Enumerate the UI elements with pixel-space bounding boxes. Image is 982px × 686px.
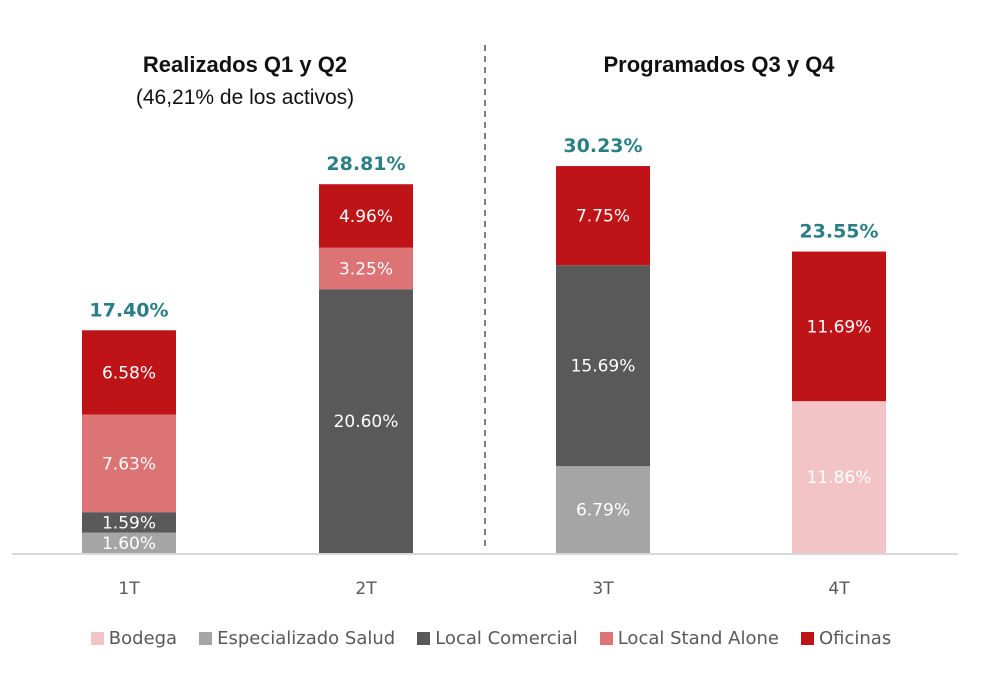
legend-swatch-oficinas — [800, 632, 814, 645]
segment-label-local-comercial-1T: 1.59% — [102, 513, 156, 533]
legend-label-local-comercial: Local Comercial — [435, 628, 578, 649]
x-tick-label-3T: 3T — [592, 579, 614, 599]
legend-label-oficinas: Oficinas — [818, 628, 892, 649]
total-label-4T: 23.55% — [799, 221, 878, 243]
bar-segment-local-comercial-1T — [82, 512, 176, 533]
total-label-3T: 30.23% — [563, 135, 642, 157]
segment-label-oficinas-2T: 4.96% — [339, 207, 393, 227]
bar-segment-especializado-salud-1T — [82, 532, 176, 553]
legend-swatch-local-comercial — [417, 632, 431, 645]
segment-label-local-comercial-2T: 20.60% — [334, 412, 399, 432]
group-subtitle-realizados: (46,21% de los activos) — [136, 86, 354, 109]
x-tick-label-2T: 2T — [355, 579, 377, 599]
legend-item-oficinas: Oficinas — [800, 628, 892, 649]
bar-segment-oficinas-1T — [82, 330, 176, 415]
bar-segment-local-comercial-3T — [556, 265, 650, 467]
legend: Bodega Especializado Salud Local Comercial… — [0, 628, 982, 649]
legend-swatch-local-stand-alone — [599, 632, 613, 645]
segment-label-oficinas-4T: 11.69% — [807, 317, 872, 337]
legend-item-local-stand-alone: Local Stand Alone — [599, 628, 779, 649]
segment-label-local-comercial-3T: 15.69% — [571, 357, 636, 377]
segment-label-oficinas-3T: 7.75% — [576, 207, 630, 227]
group-title-realizados: Realizados Q1 y Q2 — [143, 52, 347, 77]
segment-label-especializado-salud-1T: 1.60% — [102, 534, 156, 554]
bar-segment-especializado-salud-3T — [556, 466, 650, 553]
bar-segment-bodega-4T — [792, 401, 886, 553]
segment-label-local-stand-alone-2T: 3.25% — [339, 260, 393, 280]
bars-layer: 1.60%1.59% 7.63% 6.58% 17.40% 20.60% 3.25% 4.9… — [82, 135, 886, 554]
bar-segment-local-stand-alone-1T — [82, 414, 176, 513]
x-tick-label-1T: 1T — [118, 579, 140, 599]
segment-label-local-stand-alone-1T: 7.63% — [102, 454, 156, 474]
group-title-programados: Programados Q3 y Q4 — [603, 52, 835, 77]
legend-item-especializado-salud: Especializado Salud — [199, 628, 395, 649]
legend-label-especializado-salud: Especializado Salud — [217, 628, 396, 649]
segment-label-especializado-salud-3T: 6.79% — [576, 501, 630, 521]
segment-label-oficinas-1T: 6.58% — [102, 363, 156, 383]
total-label-2T: 28.81% — [326, 153, 405, 175]
bar-segment-oficinas-4T — [792, 251, 886, 402]
bar-segment-local-stand-alone-2T — [319, 247, 413, 290]
bar-segment-oficinas-2T — [319, 184, 413, 248]
x-axis-ticks: 1T 2T 3T 4T — [118, 579, 850, 599]
legend-swatch-especializado-salud — [199, 632, 213, 645]
legend-swatch-bodega — [90, 632, 104, 645]
bar-segment-local-comercial-2T — [319, 289, 413, 553]
bar-segment-oficinas-3T — [556, 166, 650, 266]
total-label-1T: 17.40% — [89, 299, 168, 321]
legend-item-local-comercial: Local Comercial — [417, 628, 578, 649]
legend-label-local-stand-alone: Local Stand Alone — [617, 628, 779, 649]
x-tick-label-4T: 4T — [828, 579, 850, 599]
legend-item-bodega: Bodega — [90, 628, 178, 649]
segment-label-bodega-4T: 11.86% — [807, 468, 872, 488]
legend-label-bodega: Bodega — [108, 628, 178, 649]
